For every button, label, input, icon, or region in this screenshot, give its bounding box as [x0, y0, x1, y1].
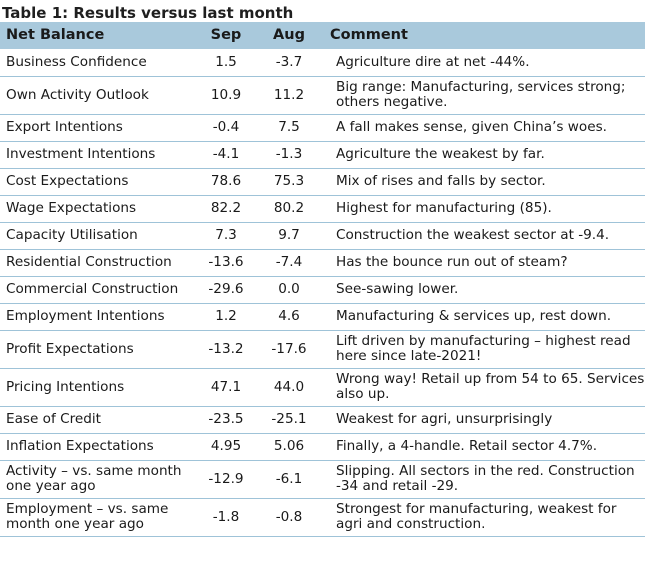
row-label: Export Intentions — [0, 114, 198, 142]
table-row: Business Confidence 1.5 -3.7 Agriculture… — [0, 49, 645, 77]
row-label: Inflation Expectations — [0, 433, 198, 461]
row-comment: Highest for manufacturing (85). — [324, 195, 645, 223]
row-comment: Mix of rises and falls by sector. — [324, 168, 645, 196]
table-row: Employment – vs. same month one year ago… — [0, 498, 645, 537]
row-aug-value: 5.06 — [254, 433, 324, 461]
table-row: Activity – vs. same month one year ago -… — [0, 460, 645, 499]
row-label: Pricing Intentions — [0, 368, 198, 407]
row-comment: A fall makes sense, given China’s woes. — [324, 114, 645, 142]
row-aug-value: -0.8 — [254, 498, 324, 537]
row-sep-value: 82.2 — [198, 195, 254, 223]
row-comment: Has the bounce run out of steam? — [324, 249, 645, 277]
row-aug-value: 11.2 — [254, 76, 324, 115]
row-comment: Strongest for manufacturing, weakest for… — [324, 498, 645, 537]
row-aug-value: 4.6 — [254, 303, 324, 331]
table-header-row: Net Balance Sep Aug Comment — [0, 22, 645, 49]
row-sep-value: -1.8 — [198, 498, 254, 537]
table-row: Residential Construction -13.6 -7.4 Has … — [0, 249, 645, 277]
row-aug-value: -1.3 — [254, 141, 324, 169]
row-aug-value: -6.1 — [254, 460, 324, 499]
table-row: Own Activity Outlook 10.9 11.2 Big range… — [0, 76, 645, 115]
table-title: Table 1: Results versus last month — [2, 4, 294, 22]
table-row: Ease of Credit -23.5 -25.1 Weakest for a… — [0, 406, 645, 434]
row-comment: Manufacturing & services up, rest down. — [324, 303, 645, 331]
table-row: Commercial Construction -29.6 0.0 See-sa… — [0, 276, 645, 304]
row-label: Wage Expectations — [0, 195, 198, 223]
row-aug-value: 44.0 — [254, 368, 324, 407]
table-row: Pricing Intentions 47.1 44.0 Wrong way! … — [0, 368, 645, 407]
row-label: Cost Expectations — [0, 168, 198, 196]
row-label: Residential Construction — [0, 249, 198, 277]
row-aug-value: 80.2 — [254, 195, 324, 223]
row-label: Employment Intentions — [0, 303, 198, 331]
row-comment: Construction the weakest sector at -9.4. — [324, 222, 645, 250]
row-comment: Slipping. All sectors in the red. Constr… — [324, 460, 645, 499]
row-aug-value: 9.7 — [254, 222, 324, 250]
row-sep-value: -4.1 — [198, 141, 254, 169]
row-sep-value: -29.6 — [198, 276, 254, 304]
row-sep-value: -13.2 — [198, 330, 254, 369]
row-aug-value: 0.0 — [254, 276, 324, 304]
row-comment: Finally, a 4-handle. Retail sector 4.7%. — [324, 433, 645, 461]
row-sep-value: -23.5 — [198, 406, 254, 434]
row-sep-value: 78.6 — [198, 168, 254, 196]
row-sep-value: 4.95 — [198, 433, 254, 461]
row-label: Business Confidence — [0, 49, 198, 77]
row-aug-value: 7.5 — [254, 114, 324, 142]
header-comment: Comment — [330, 27, 408, 43]
header-sep: Sep — [210, 27, 242, 43]
row-aug-value: -17.6 — [254, 330, 324, 369]
row-comment: Lift driven by manufacturing – highest r… — [324, 330, 645, 369]
table-row: Investment Intentions -4.1 -1.3 Agricult… — [0, 141, 645, 169]
row-label: Commercial Construction — [0, 276, 198, 304]
row-sep-value: 7.3 — [198, 222, 254, 250]
row-aug-value: -7.4 — [254, 249, 324, 277]
table-row: Wage Expectations 82.2 80.2 Highest for … — [0, 195, 645, 223]
row-label: Employment – vs. same month one year ago — [0, 498, 198, 537]
row-aug-value: 75.3 — [254, 168, 324, 196]
row-sep-value: 47.1 — [198, 368, 254, 407]
table-row: Employment Intentions 1.2 4.6 Manufactur… — [0, 303, 645, 331]
row-sep-value: 10.9 — [198, 76, 254, 115]
row-label: Capacity Utilisation — [0, 222, 198, 250]
row-label: Own Activity Outlook — [0, 76, 198, 115]
row-comment: Wrong way! Retail up from 54 to 65. Serv… — [324, 368, 645, 407]
results-table: Net Balance Sep Aug Comment Business Con… — [0, 22, 645, 537]
row-sep-value: 1.2 — [198, 303, 254, 331]
table-row: Export Intentions -0.4 7.5 A fall makes … — [0, 114, 645, 142]
row-sep-value: -0.4 — [198, 114, 254, 142]
row-comment: Big range: Manufacturing, services stron… — [324, 76, 645, 115]
row-label: Ease of Credit — [0, 406, 198, 434]
row-sep-value: 1.5 — [198, 49, 254, 77]
row-comment: Weakest for agri, unsurprisingly — [324, 406, 645, 434]
table-row: Inflation Expectations 4.95 5.06 Finally… — [0, 433, 645, 461]
row-label: Activity – vs. same month one year ago — [0, 460, 198, 499]
table-row: Capacity Utilisation 7.3 9.7 Constructio… — [0, 222, 645, 250]
table-row: Profit Expectations -13.2 -17.6 Lift dri… — [0, 330, 645, 369]
row-comment: Agriculture the weakest by far. — [324, 141, 645, 169]
header-net-balance: Net Balance — [6, 27, 105, 43]
row-aug-value: -25.1 — [254, 406, 324, 434]
row-aug-value: -3.7 — [254, 49, 324, 77]
row-label: Investment Intentions — [0, 141, 198, 169]
header-aug: Aug — [273, 27, 305, 43]
row-comment: See-sawing lower. — [324, 276, 645, 304]
table-row: Cost Expectations 78.6 75.3 Mix of rises… — [0, 168, 645, 196]
row-label: Profit Expectations — [0, 330, 198, 369]
row-sep-value: -13.6 — [198, 249, 254, 277]
row-comment: Agriculture dire at net -44%. — [324, 49, 645, 77]
row-sep-value: -12.9 — [198, 460, 254, 499]
